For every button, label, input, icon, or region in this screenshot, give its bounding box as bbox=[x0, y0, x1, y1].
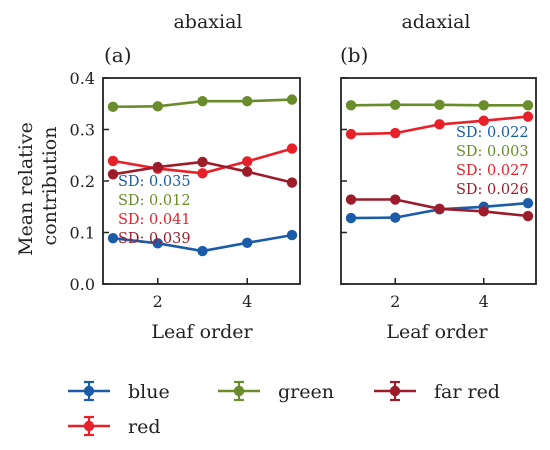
panel-b-sd-label-blue: SD: 0.022 bbox=[456, 125, 529, 141]
panel-a-point-green bbox=[107, 101, 119, 113]
panel-b-sd-label-red: SD: 0.027 bbox=[456, 163, 529, 179]
panel-a-x-axis-label: Leaf order bbox=[151, 321, 253, 343]
panel-a-point-green bbox=[286, 94, 298, 105]
panel-b-point-green bbox=[522, 100, 534, 111]
panel-a-sd-label-blue: SD: 0.035 bbox=[118, 174, 191, 190]
panel-a-point-green bbox=[242, 95, 253, 107]
panel-b-x-tick-label: 4 bbox=[479, 292, 489, 311]
panel-a-y-tick-label: 0.2 bbox=[70, 172, 95, 191]
panel-a-point-blue bbox=[107, 232, 119, 244]
legend-marker-blue bbox=[83, 385, 95, 397]
legend-label-blue: blue bbox=[128, 381, 170, 403]
panel-a-point-red bbox=[107, 155, 119, 167]
panel-a-point-red bbox=[197, 168, 208, 179]
panel-b-point-red bbox=[522, 111, 534, 122]
panel-a-point-far-red bbox=[107, 169, 119, 180]
panel-b-point-green bbox=[434, 99, 445, 110]
panel-b-x-axis-label: Leaf order bbox=[386, 321, 488, 343]
legend-label-far-red: far red bbox=[434, 381, 500, 403]
panel-b-point-blue bbox=[390, 212, 401, 223]
legend-item-green: green bbox=[218, 380, 334, 403]
panel-b-sd-label-green: SD: 0.003 bbox=[456, 144, 529, 160]
panel-b-point-green bbox=[478, 100, 489, 111]
legend-label-red: red bbox=[128, 416, 161, 438]
panel-a-y-tick-label: 0.1 bbox=[70, 224, 95, 243]
panel-b-point-red bbox=[345, 128, 357, 140]
panel-a-point-blue bbox=[152, 238, 163, 249]
panel-a-label: (a) bbox=[104, 43, 132, 67]
panel-a-point-blue bbox=[197, 245, 208, 257]
panel-b-point-green bbox=[345, 100, 357, 111]
panel-a-point-red bbox=[286, 143, 298, 154]
legend-label-green: green bbox=[278, 381, 334, 403]
panel-a-x-tick-label: 4 bbox=[242, 292, 252, 311]
panel-b-point-blue bbox=[522, 197, 534, 209]
panel-a-point-red bbox=[242, 156, 253, 167]
panel-a-point-far-red bbox=[197, 156, 208, 168]
legend-marker-red bbox=[83, 420, 95, 432]
panel-a-title: abaxial bbox=[173, 11, 242, 33]
legend: blue green far red red bbox=[68, 380, 500, 438]
panel-b-sd-label-far-red: SD: 0.026 bbox=[456, 182, 529, 198]
panel-b-point-far-red bbox=[522, 210, 534, 222]
panel-b-point-red bbox=[478, 115, 489, 126]
panel-a-y-tick-label: 0.4 bbox=[70, 69, 95, 88]
panel-a-sd-label-red: SD: 0.041 bbox=[118, 212, 191, 228]
panel-b-point-blue bbox=[345, 212, 357, 224]
panel-b-point-far-red bbox=[434, 203, 445, 215]
panel-a-point-green bbox=[197, 95, 208, 107]
panel-b-point-far-red bbox=[390, 194, 401, 205]
legend-item-far-red: far red bbox=[374, 380, 500, 403]
panel-a-sd-label-far-red: SD: 0.039 bbox=[118, 231, 191, 247]
panel-a-point-far-red bbox=[286, 177, 298, 188]
legend-marker-green bbox=[233, 385, 245, 397]
panel-a-x-tick-label: 2 bbox=[153, 292, 163, 311]
panel-b-x-tick-label: 2 bbox=[390, 292, 400, 311]
panel-a-plot: 0.0 0.1 0.2 0.3 0.4 2 4 SD: 0.035 SD: 0.012 SD: 0… bbox=[70, 69, 301, 311]
panel-b-point-green bbox=[390, 99, 401, 110]
y-axis-label-line2: contribution bbox=[39, 127, 61, 246]
panel-b-title: adaxial bbox=[401, 11, 470, 33]
panel-a-point-blue bbox=[242, 237, 253, 248]
y-axis-label: Mean relative contribution bbox=[15, 116, 61, 256]
panel-b-point-far-red bbox=[345, 194, 357, 205]
panel-a-y-tick-label: 0.0 bbox=[70, 275, 95, 294]
panel-b-point-red bbox=[390, 127, 401, 139]
y-axis-label-line1: Mean relative bbox=[15, 122, 37, 256]
panel-b-label: (b) bbox=[340, 43, 368, 67]
panel-a-point-green bbox=[152, 101, 163, 112]
panel-a-point-far-red bbox=[152, 161, 163, 173]
panel-a-sd-label-green: SD: 0.012 bbox=[118, 193, 191, 209]
legend-item-blue: blue bbox=[68, 380, 170, 403]
panel-a-y-tick-label: 0.3 bbox=[70, 121, 95, 140]
panel-b-point-far-red bbox=[478, 206, 489, 217]
panel-b-plot: 2 4 SD: 0.022 SD: 0.003 SD: 0.027 SD: 0.026 bbox=[340, 77, 537, 311]
legend-marker-far-red bbox=[389, 385, 401, 397]
panel-a-point-blue bbox=[286, 229, 298, 241]
legend-item-red: red bbox=[68, 415, 161, 438]
panel-a-point-far-red bbox=[242, 166, 253, 177]
panel-b-point-red bbox=[434, 119, 445, 130]
